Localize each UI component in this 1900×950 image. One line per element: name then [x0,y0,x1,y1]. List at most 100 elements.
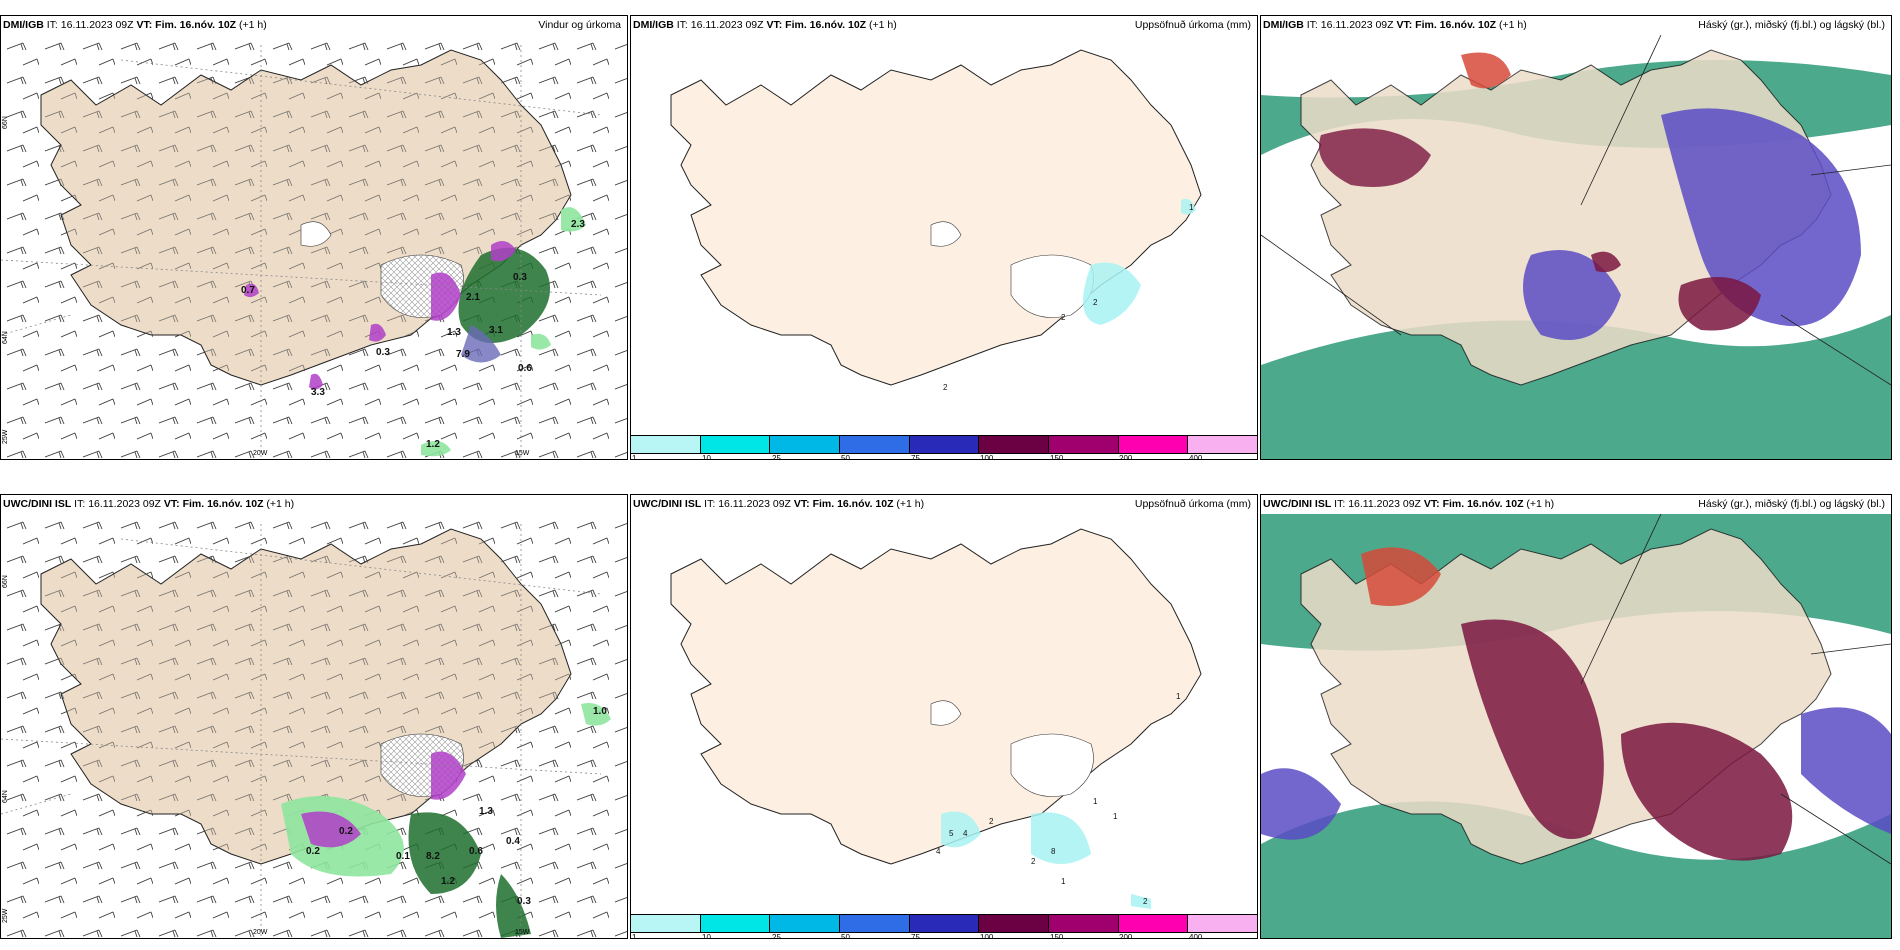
colorbar-cells [631,914,1257,933]
colorbar-ticks: 1 10 25 50 75 100 150 200 400 [631,454,1257,460]
colorbar-tick: 25 [772,933,781,939]
colorbar-tick: 50 [841,933,850,939]
accum-label: 1 [1061,877,1066,886]
precip-colorbar: 1 10 25 50 75 100 150 200 400 [631,435,1257,459]
it-label: IT: [46,19,58,31]
colorbar-tick: 100 [980,933,994,939]
precip-label: 1.3 [479,806,493,817]
colorbar-cell [1188,436,1257,453]
accum-label: 4 [963,829,968,838]
precip-label: 3.1 [489,325,503,336]
model-source: DMI/IGB [633,19,674,31]
colorbar-cell [770,436,841,453]
colorbar-tick: 400 [1189,454,1203,460]
product-title: Vindur og úrkoma [538,19,621,31]
colorbar-cell [840,436,910,453]
colorbar-cell [631,436,701,453]
panel-header: UWC/DINI ISL IT: 16.11.2023 09Z VT: Fim.… [633,498,1251,514]
accum-label: 1 [1176,692,1181,701]
precip-label: 1.3 [447,327,461,338]
lat-label-66: 66N [2,116,9,129]
colorbar-tick: 10 [702,933,711,939]
vt-label: VT: [766,19,783,31]
colorbar-cell [1118,436,1189,453]
lead-time: (+1 h) [1526,498,1555,510]
accum-label: 2 [989,817,994,826]
precip-label: 0.4 [506,836,520,847]
panel-header: UWC/DINI ISL IT: 16.11.2023 09Z VT: Fim.… [3,498,621,514]
colorbar-cell [1188,915,1257,932]
colorbar-cell [1118,915,1189,932]
product-title: Háský (gr.), miðský (fj.bl.) og lágský (… [1698,498,1885,510]
accum-precip-map[interactable]: 5 4 2 4 2 1 2 1 1 1 8 [631,514,1257,914]
precip-label: 3.3 [311,387,325,398]
precip-label: 0.2 [339,826,353,837]
vt-label: VT: [793,498,810,510]
colorbar-tick: 75 [911,454,920,460]
model-source: UWC/DINI ISL [3,498,72,510]
it-label: IT: [1334,498,1346,510]
colorbar-cell [840,915,910,932]
colorbar-tick: 200 [1119,454,1133,460]
product-title: Uppsöfnuð úrkoma (mm) [1134,498,1251,510]
colorbar-cell [700,436,771,453]
accum-label: 1 [1093,797,1098,806]
vt-label: VT: [163,498,180,510]
accum-label: 5 [949,829,954,838]
colorbar-tick: 75 [911,933,920,939]
colorbar-ticks: 1 10 25 50 75 100 150 200 400 [631,933,1257,939]
precip-colorbar: 1 10 25 50 75 100 150 200 400 [631,914,1257,938]
accum-label: 2 [1143,897,1148,906]
colorbar-tick: 1 [632,933,637,939]
vt-value: Fim. 16.nóv. 10Z [1415,19,1497,31]
product-title: Uppsöfnuð úrkoma (mm) [1134,19,1251,31]
precip-label: 1.0 [593,706,607,717]
it-label: IT: [704,498,716,510]
panel-accum-precip-dmi: DMI/IGB IT: 16.11.2023 09Z VT: Fim. 16.n… [630,15,1258,460]
precip-label: 0.2 [306,846,320,857]
colorbar-cell [909,915,980,932]
vt-label: VT: [136,19,153,31]
it-value: 16.11.2023 09Z [60,19,134,31]
colorbar-cell [1049,436,1119,453]
panel-wind-precip-dmi: DMI/IGB IT: 16.11.2023 09Z VT: Fim. 16.n… [0,15,628,460]
wind-precip-map[interactable]: 66N 64N 25W 20W 15W 0.2 8.2 0.6 1.0 1.2 … [1,514,627,938]
accum-precip-map[interactable]: 2 2 2 1 [631,35,1257,435]
precip-label: 8.2 [426,851,440,862]
lat-label-66: 66N [2,575,9,588]
precip-label: 2.1 [466,292,480,303]
vt-label: VT: [1396,19,1413,31]
it-value: 16.11.2023 09Z [718,498,791,510]
precip-label: 7.9 [456,349,470,360]
it-value: 16.11.2023 09Z [88,498,161,510]
accum-label: 2 [943,383,948,392]
accum-label: 2 [1093,298,1098,307]
precip-label: 0.6 [518,363,532,374]
model-source: UWC/DINI ISL [1263,498,1332,510]
colorbar-tick: 100 [980,454,994,460]
vt-value: Fim. 16.nóv. 10Z [155,19,237,31]
colorbar-tick: 10 [702,454,711,460]
model-source: UWC/DINI ISL [633,498,702,510]
accum-label: 8 [1051,847,1056,856]
lon-label-20: 20W [253,450,268,457]
cloud-map[interactable] [1261,35,1891,459]
precip-label: 2.3 [571,219,585,230]
colorbar-cell [770,915,841,932]
cloud-map[interactable] [1261,514,1891,938]
it-label: IT: [676,19,688,31]
wind-precip-map[interactable]: 66N 64N 25W 20W 15W 0.7 7.9 3.1 0.6 3.3 … [1,35,627,459]
lat-label-64: 64N [2,790,9,803]
colorbar-cell [700,915,771,932]
vt-value: Fim. 16.nóv. 10Z [182,498,264,510]
colorbar-cell [1049,915,1119,932]
lat-label-64: 64N [2,331,9,344]
product-title: Háský (gr.), miðský (fj.bl.) og lágský (… [1698,19,1885,31]
precip-label: 0.6 [469,846,483,857]
panel-clouds-uwc: UWC/DINI ISL IT: 16.11.2023 09Z VT: Fim.… [1260,494,1892,939]
precip-label: 0.3 [517,896,531,907]
vt-label: VT: [1423,498,1440,510]
lead-time: (+1 h) [1499,19,1527,31]
model-source: DMI/IGB [1263,19,1304,31]
lon-label-15: 15W [515,929,530,936]
